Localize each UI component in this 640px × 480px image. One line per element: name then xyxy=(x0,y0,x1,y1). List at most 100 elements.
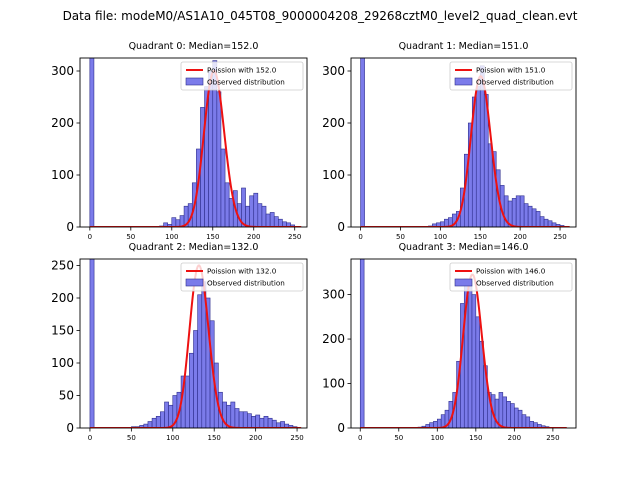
histogram-bar xyxy=(245,205,250,227)
histogram-bar xyxy=(151,417,157,428)
histogram-bar xyxy=(253,192,259,227)
histogram-bar xyxy=(247,413,252,428)
x-tick-label: 100 xyxy=(165,233,178,241)
histogram-bar xyxy=(193,330,198,428)
histogram-bar xyxy=(487,143,493,227)
x-tick-label: 100 xyxy=(166,434,179,442)
histogram-bar xyxy=(523,203,529,227)
histogram-bar xyxy=(278,218,283,227)
histogram-bar xyxy=(164,401,169,428)
legend-box xyxy=(180,61,304,91)
histogram-bar xyxy=(525,416,531,428)
histogram-bar xyxy=(197,294,203,428)
y-tick-label: 250 xyxy=(51,259,74,273)
legend: Poission with 151.0 Observed distribution xyxy=(449,61,573,91)
x-tick-label: 50 xyxy=(394,434,403,442)
histogram-bar xyxy=(467,280,473,428)
histogram-bar xyxy=(251,415,256,428)
y-tick-label: 200 xyxy=(51,116,74,130)
y-tick-label: 0 xyxy=(337,421,345,435)
histogram-bar xyxy=(515,195,521,227)
x-tick-label: 250 xyxy=(546,434,559,442)
y-tick-label: 200 xyxy=(322,332,345,346)
y-tick-label: 0 xyxy=(66,421,74,435)
legend-label-poisson: Poission with 151.0 xyxy=(476,66,546,75)
histogram-bar xyxy=(529,421,534,428)
y-tick-label: 100 xyxy=(51,356,74,370)
legend-label-poisson: Poission with 152.0 xyxy=(207,66,277,75)
y-tick-label: 50 xyxy=(59,389,74,403)
x-tick-label: 150 xyxy=(474,233,487,241)
y-tick-label: 150 xyxy=(51,324,74,338)
panel-title: Quadrant 2: Median=132.0 xyxy=(129,242,259,253)
histogram-bar xyxy=(360,58,365,227)
histogram-bar xyxy=(224,182,230,227)
panel-title: Quadrant 1: Median=151.0 xyxy=(399,41,529,52)
histogram-bar xyxy=(475,316,480,428)
x-tick-label: 200 xyxy=(508,434,521,442)
x-tick-label: 0 xyxy=(358,233,362,241)
histogram-bar xyxy=(359,259,365,428)
panel-3: 0 100 200 300 0 50 100 150 200 250 Quadrant 3: Med… xyxy=(322,242,577,442)
histogram-bar xyxy=(267,417,273,428)
x-tick-label: 0 xyxy=(88,233,92,241)
histogram-bar xyxy=(208,70,214,227)
histogram-bar xyxy=(511,198,517,227)
panel-title: Quadrant 3: Median=146.0 xyxy=(399,242,529,253)
histogram-bar xyxy=(241,187,246,227)
histogram-bar xyxy=(521,414,527,428)
x-tick-label: 50 xyxy=(126,233,135,241)
histogram-bar xyxy=(171,217,177,227)
panel-0: 0 100 200 300 0 50 100 150 200 250 Quadrant 0: Med… xyxy=(51,41,308,241)
y-tick-label: 300 xyxy=(322,288,345,302)
histogram-bar xyxy=(514,407,519,428)
histogram-bar xyxy=(510,403,515,428)
legend-label-observed: Observed distribution xyxy=(476,78,554,87)
x-tick-label: 200 xyxy=(249,434,262,442)
y-tick-label: 200 xyxy=(51,291,74,305)
histogram-bar xyxy=(471,294,477,428)
poisson-curve xyxy=(360,75,570,227)
legend-bar-swatch xyxy=(454,77,473,86)
y-tick-label: 300 xyxy=(322,64,345,78)
poisson-curve xyxy=(89,70,302,227)
histogram-bar xyxy=(543,218,549,227)
histogram-bar xyxy=(89,259,95,428)
legend-label-observed: Observed distribution xyxy=(207,78,285,87)
legend: Poission with 152.0 Observed distribution xyxy=(180,61,304,91)
histogram-bar xyxy=(519,195,525,227)
legend-bar-swatch xyxy=(185,278,204,287)
histogram-bar xyxy=(527,205,533,227)
y-tick-label: 200 xyxy=(322,116,345,130)
legend-label-poisson: Poission with 132.0 xyxy=(207,267,277,276)
x-tick-label: 150 xyxy=(206,233,219,241)
histogram-bar xyxy=(498,392,504,428)
y-tick-label: 100 xyxy=(322,168,345,182)
legend-label-observed: Observed distribution xyxy=(207,279,285,288)
y-tick-label: 0 xyxy=(66,220,74,234)
histogram-bar xyxy=(273,216,279,227)
histogram-bar xyxy=(242,411,248,428)
histogram-bar xyxy=(502,396,507,428)
histogram-bar xyxy=(155,415,161,428)
x-tick-label: 150 xyxy=(208,434,221,442)
y-tick-label: 0 xyxy=(337,220,345,234)
histogram-bar xyxy=(265,213,271,227)
axes-frame xyxy=(350,258,577,429)
histogram-bar xyxy=(189,352,194,428)
histogram-bar xyxy=(230,401,236,428)
axes-frame xyxy=(350,57,577,228)
histogram-bar xyxy=(475,86,481,227)
histogram-bar xyxy=(263,415,269,428)
legend-label-observed: Observed distribution xyxy=(476,279,554,288)
histogram-bar xyxy=(259,417,265,428)
panels: 0 100 200 300 0 50 100 150 200 250 Quadrant 0: Med… xyxy=(51,41,577,442)
histogram-bar xyxy=(89,58,95,227)
x-tick-label: 50 xyxy=(396,233,405,241)
x-tick-label: 250 xyxy=(553,233,566,241)
histogram-bar xyxy=(257,203,263,227)
x-tick-label: 100 xyxy=(431,434,444,442)
histogram-bar xyxy=(271,419,277,428)
legend-label-poisson: Poission with 146.0 xyxy=(476,267,546,276)
